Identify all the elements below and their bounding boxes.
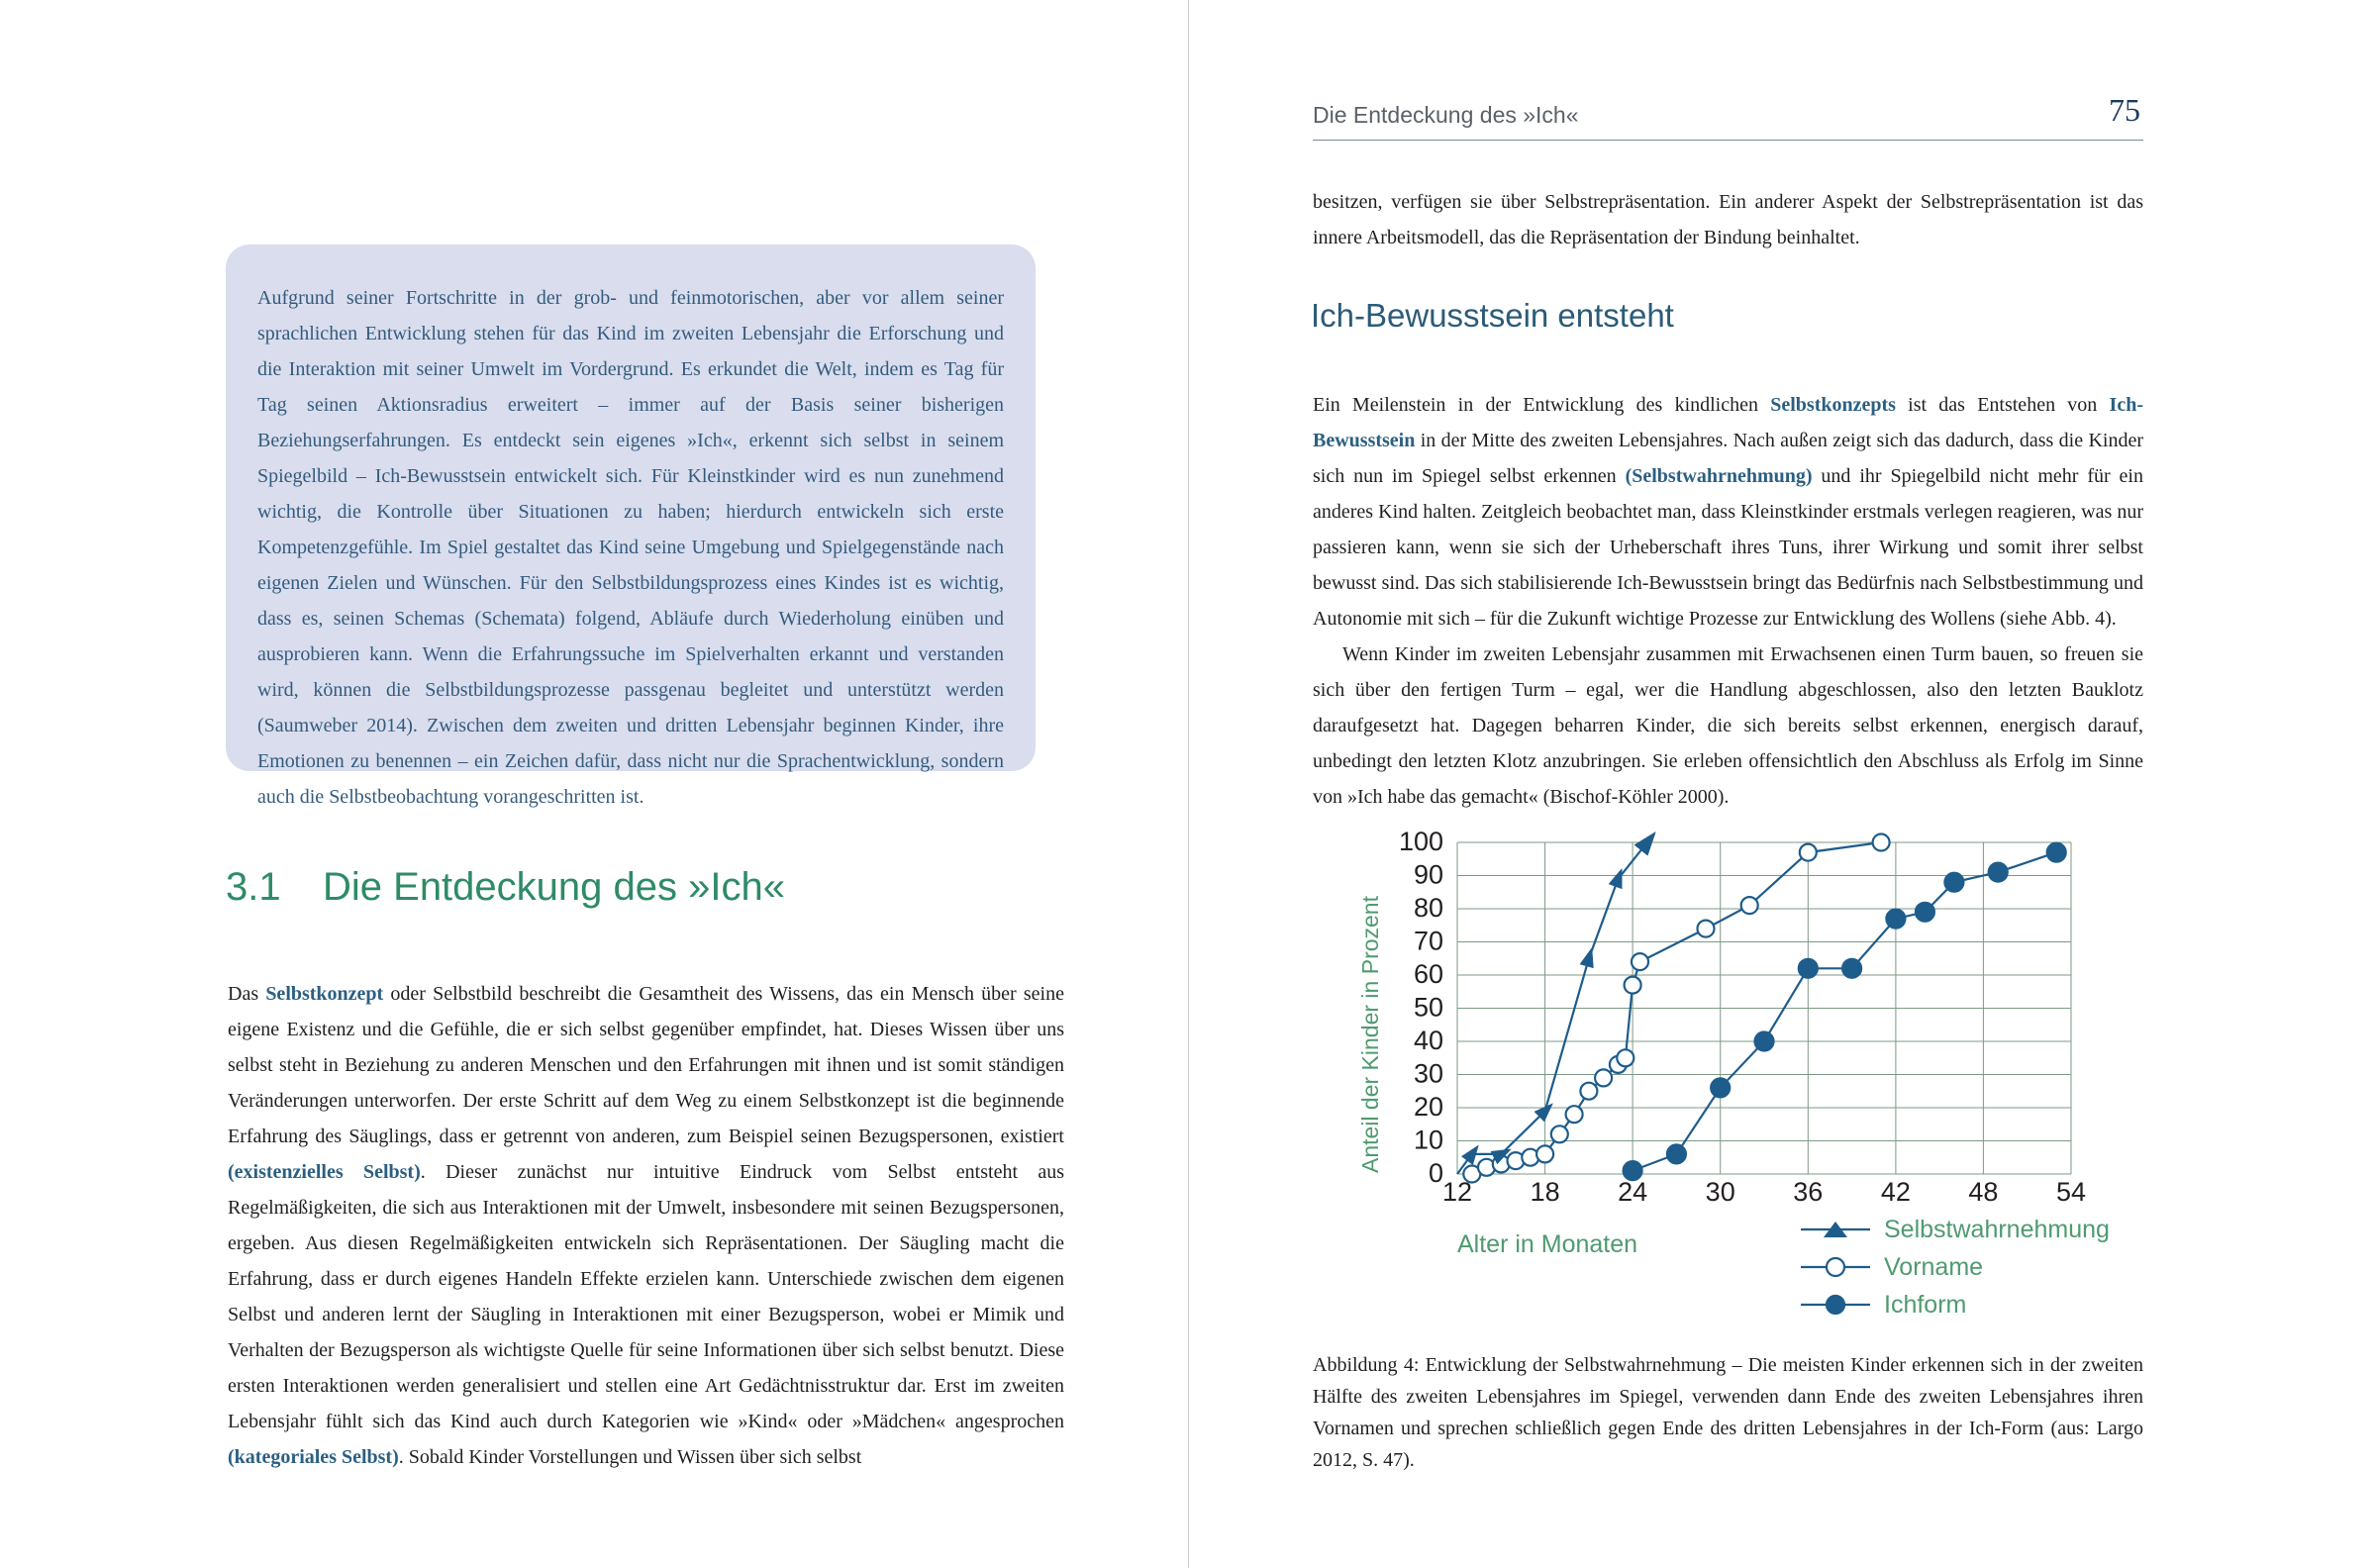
svg-text:20: 20 [1414,1092,1443,1122]
svg-text:90: 90 [1414,860,1443,890]
svg-text:40: 40 [1414,1026,1443,1055]
svg-text:54: 54 [2056,1177,2086,1207]
svg-text:80: 80 [1414,893,1443,923]
svg-text:30: 30 [1414,1059,1443,1089]
svg-text:30: 30 [1706,1177,1735,1207]
svg-text:0: 0 [1429,1158,1443,1188]
svg-text:42: 42 [1881,1177,1911,1207]
svg-text:50: 50 [1414,993,1443,1023]
svg-text:18: 18 [1531,1177,1560,1207]
svg-text:70: 70 [1414,927,1443,956]
svg-text:48: 48 [1968,1177,1998,1207]
svg-text:10: 10 [1414,1126,1443,1155]
svg-text:100: 100 [1399,827,1443,856]
svg-text:60: 60 [1414,959,1443,989]
svg-text:24: 24 [1618,1177,1647,1207]
svg-text:36: 36 [1793,1177,1823,1207]
